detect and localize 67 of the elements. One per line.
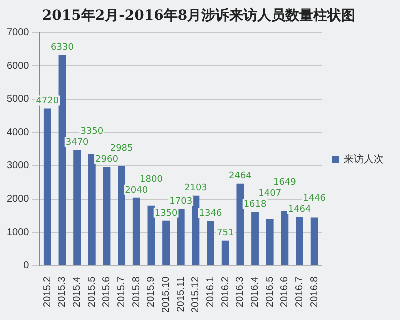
bar <box>103 167 111 266</box>
y-tick-label: 1000 <box>6 227 30 238</box>
x-tick-label: 2015.7 <box>116 276 128 308</box>
data-label: 751 <box>217 228 234 239</box>
bar <box>192 196 200 266</box>
y-tick-label: 7000 <box>6 28 30 39</box>
x-tick-label: 2016.4 <box>250 276 262 308</box>
data-label: 1649 <box>273 178 297 188</box>
x-tick-label: 2016.3 <box>235 276 246 308</box>
bar <box>266 219 274 266</box>
x-tick-label: 2016.8 <box>309 276 320 308</box>
x-tick-label: 2016.2 <box>220 276 232 308</box>
data-label: 2040 <box>125 186 148 196</box>
bar <box>162 220 170 266</box>
data-label: 3350 <box>80 127 104 138</box>
bar <box>207 221 214 266</box>
x-tick-label: 2015.3 <box>57 276 68 308</box>
data-label: 1407 <box>258 188 282 199</box>
data-label: 3470 <box>66 138 90 148</box>
x-tick-label: 2015.4 <box>72 276 84 308</box>
chart-title: 2015年2月-2016年8月涉诉来访人员数量柱状图 <box>42 7 356 24</box>
data-label: 1346 <box>199 208 223 219</box>
x-tick-label: 2015.6 <box>102 276 113 308</box>
x-tick-label: 2015.12 <box>190 276 202 314</box>
x-tick-label: 2015.11 <box>176 276 187 312</box>
y-tick-label: 3000 <box>6 160 30 172</box>
x-tick-label: 2016.7 <box>294 276 306 308</box>
data-label: 1703 <box>170 197 193 207</box>
data-label: 1800 <box>140 174 164 185</box>
data-label: 1618 <box>244 200 267 210</box>
bar <box>252 212 259 266</box>
legend-label: 来访人次 <box>344 154 384 166</box>
bar <box>177 209 185 266</box>
bar <box>281 210 289 266</box>
data-label: 2103 <box>184 184 208 194</box>
x-tick-label: 2016.6 <box>280 276 291 308</box>
x-tick-label: 2015.10 <box>161 276 172 314</box>
y-tick-label: 5000 <box>6 94 30 106</box>
bar <box>44 108 52 266</box>
data-label: 2464 <box>228 172 252 182</box>
bar <box>236 184 244 266</box>
x-tick-label: 2015.2 <box>42 276 54 308</box>
x-tick-label: 2015.8 <box>131 276 142 308</box>
x-tick-label: 2016.1 <box>206 276 217 308</box>
y-tick-label: 2000 <box>6 194 30 206</box>
x-tick-label: 2015.5 <box>86 276 98 308</box>
data-label: 1446 <box>303 194 326 204</box>
bar <box>222 240 230 266</box>
data-label: 2985 <box>110 144 134 154</box>
y-tick-label: 0 <box>24 260 30 272</box>
x-tick-label: 2016.5 <box>264 276 276 308</box>
bar <box>296 217 304 266</box>
bar <box>88 154 96 266</box>
data-label: 2960 <box>96 155 119 166</box>
x-tick-label: 2015.9 <box>146 276 158 308</box>
bar <box>58 55 66 266</box>
data-label: 4720 <box>36 96 60 107</box>
bar <box>74 150 82 266</box>
bar <box>132 198 140 266</box>
data-label: 6330 <box>51 42 74 53</box>
data-label: 1350 <box>154 208 178 219</box>
bar <box>310 218 318 266</box>
data-label: 1464 <box>288 204 312 215</box>
bar <box>148 206 156 266</box>
y-tick-label: 4000 <box>6 127 30 138</box>
bar <box>118 166 126 266</box>
y-tick-label: 6000 <box>6 60 30 72</box>
